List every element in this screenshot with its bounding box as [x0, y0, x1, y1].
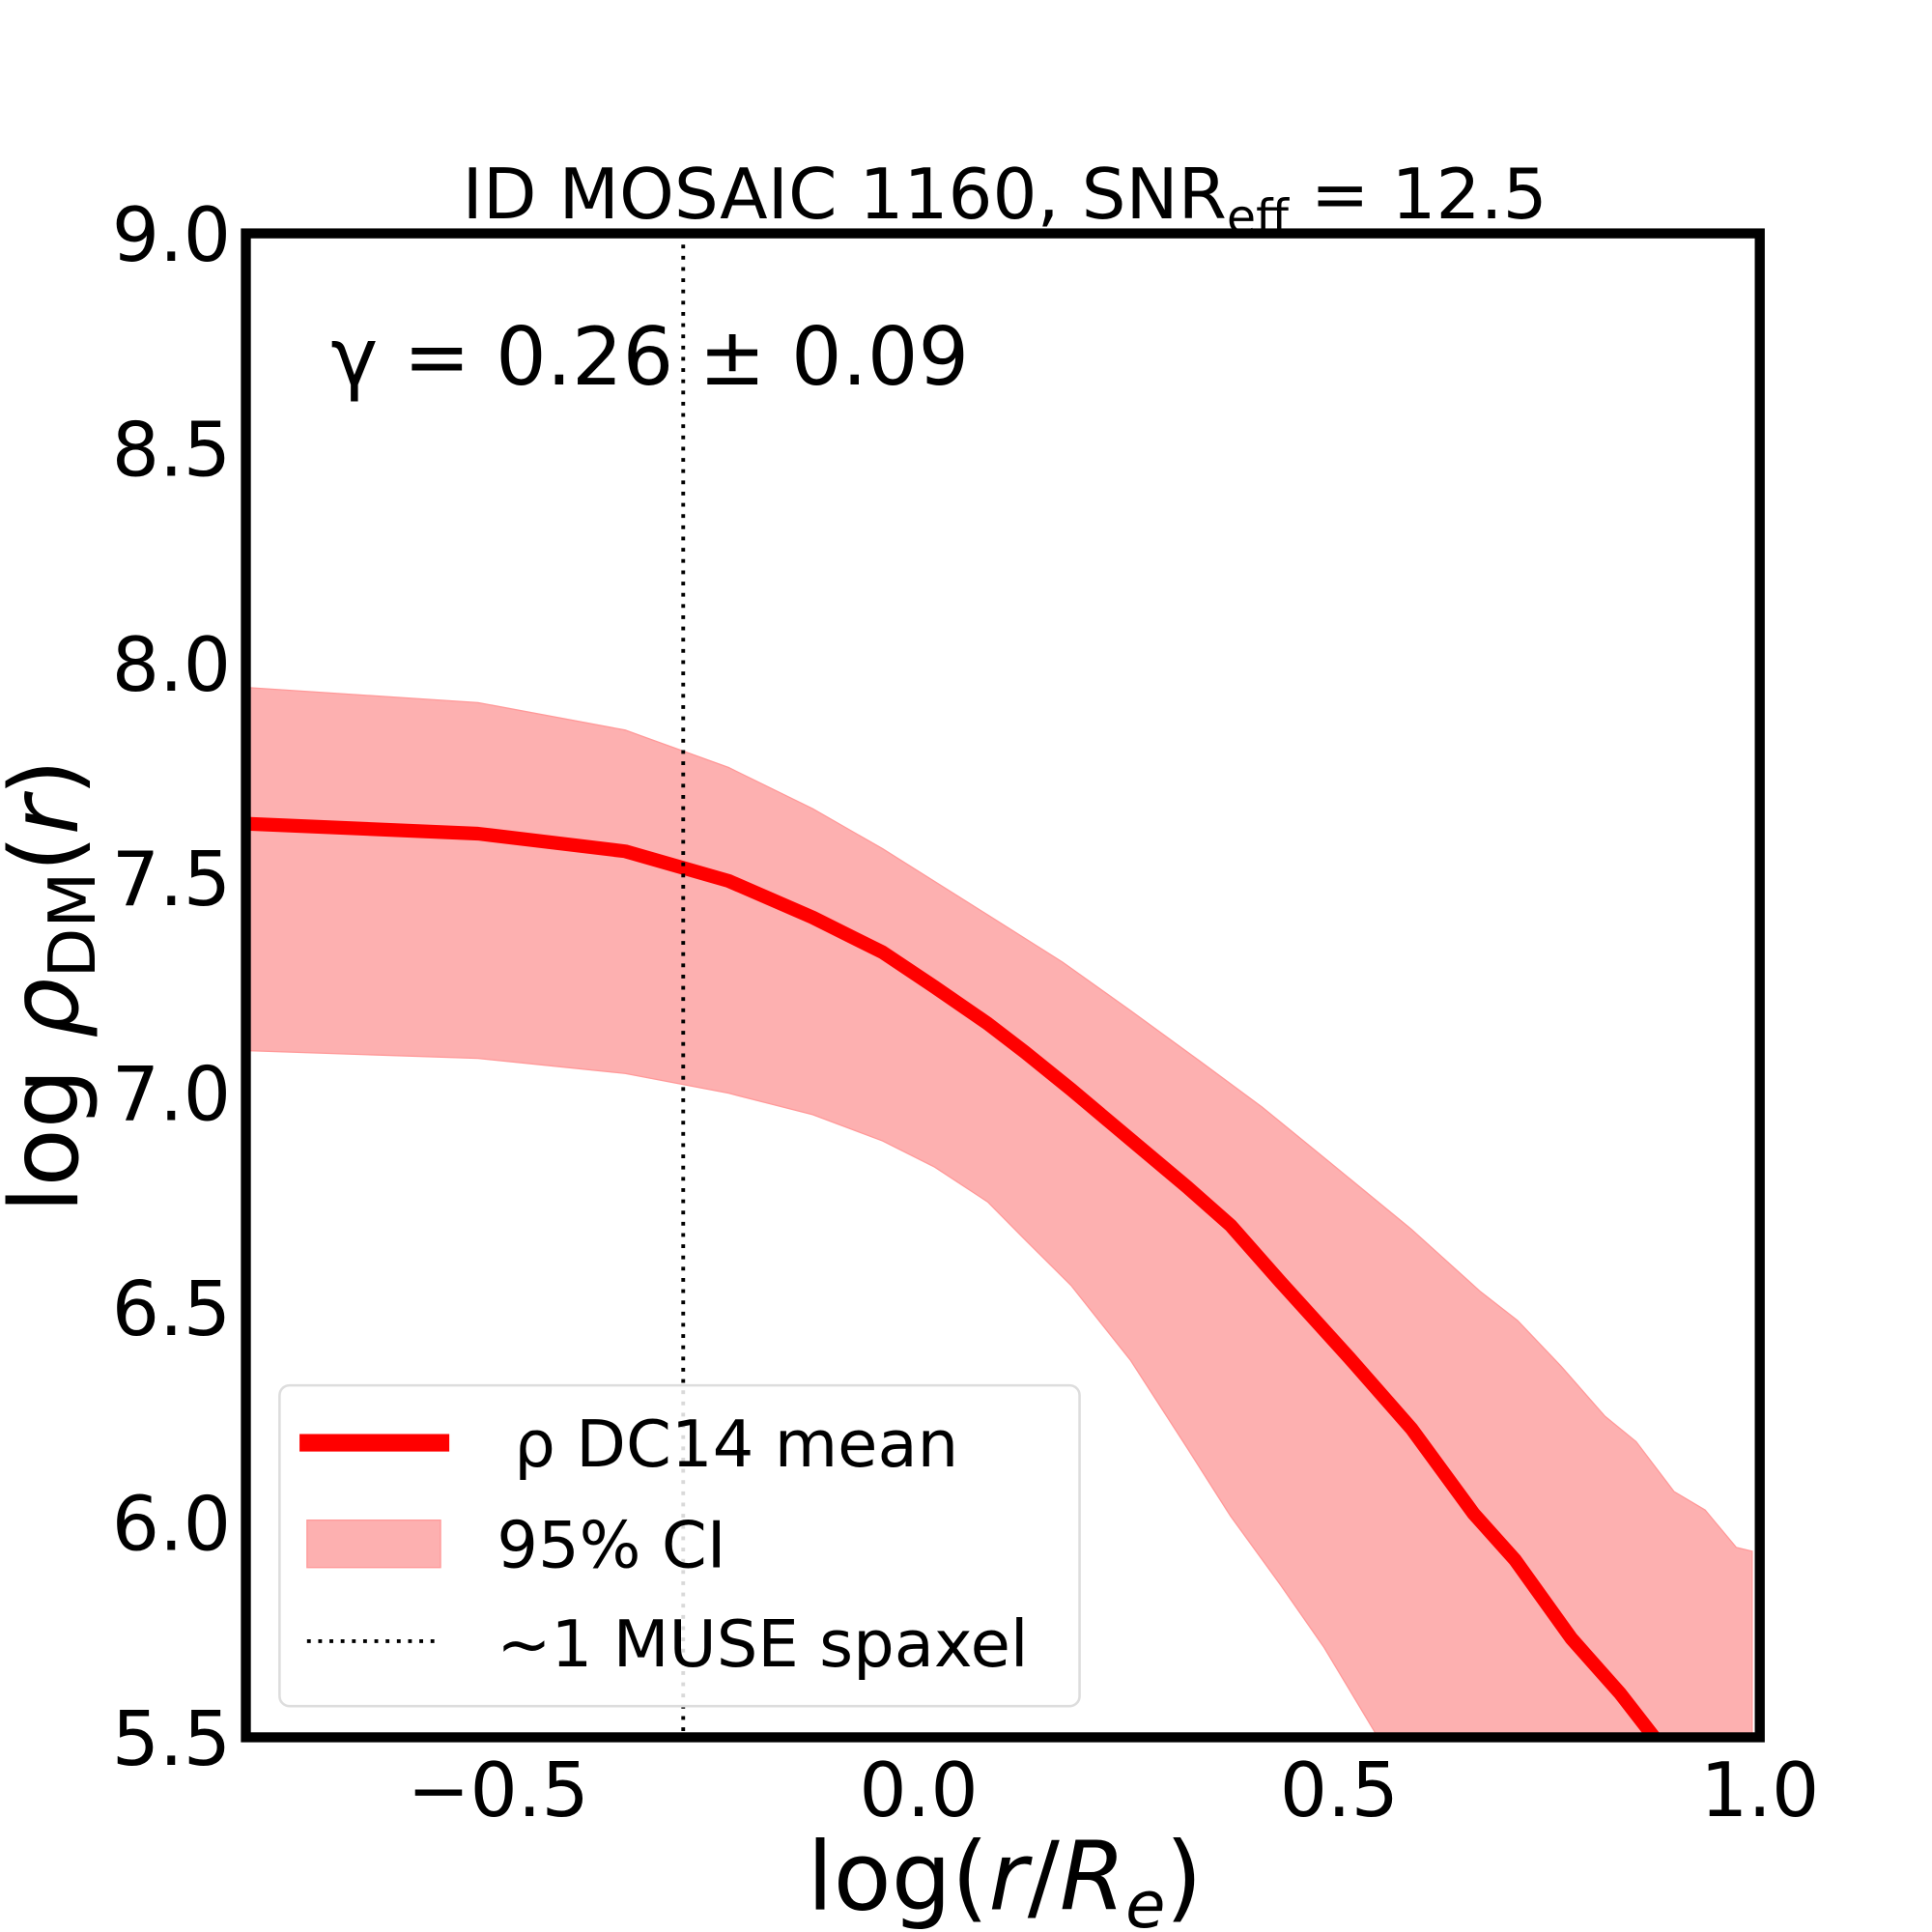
legend-label-spaxel: ~1 MUSE spaxel [497, 1606, 1028, 1682]
x-axis-label: log(r/Re) [807, 1823, 1202, 1932]
legend-label-mean: ρ DC14 mean [514, 1406, 958, 1482]
legend-swatch-ci [306, 1519, 441, 1569]
y-tick-label: 6.0 [112, 1481, 231, 1568]
y-tick-label: 8.0 [112, 622, 231, 709]
y-tick-label: 7.0 [112, 1052, 231, 1139]
x-tick-label: −0.5 [408, 1747, 589, 1834]
y-tick-label: 9.0 [112, 192, 231, 279]
title-sub: eff [1227, 189, 1290, 245]
y-tick-label: 8.5 [112, 407, 231, 494]
mean-line [246, 816, 1663, 1738]
legend-label-ci: 95% CI [497, 1508, 725, 1583]
title-tail: = 12.5 [1289, 155, 1548, 236]
x-tick-label: 0.5 [1280, 1747, 1399, 1834]
y-axis-label: log ρDM(r) [0, 759, 110, 1213]
x-tick-label: 0.0 [859, 1747, 978, 1834]
legend-box [278, 1383, 1081, 1708]
y-tick-label: 6.5 [112, 1266, 231, 1353]
gamma-annotation: γ = 0.26 ± 0.09 [330, 311, 969, 404]
y-tick-label: 5.5 [112, 1696, 231, 1783]
legend: ρ DC14 mean 95% CI ~1 MUSE spaxel [278, 1383, 1081, 1708]
x-tick-label: 1.0 [1700, 1747, 1819, 1834]
y-tick-label: 7.5 [112, 837, 231, 923]
title-main: ID MOSAIC 1160, SNR [462, 155, 1226, 236]
axes-frame [241, 228, 1765, 1743]
chart-title: ID MOSAIC 1160, SNReff = 12.5 [462, 155, 1547, 245]
ci-band [246, 687, 1753, 1738]
